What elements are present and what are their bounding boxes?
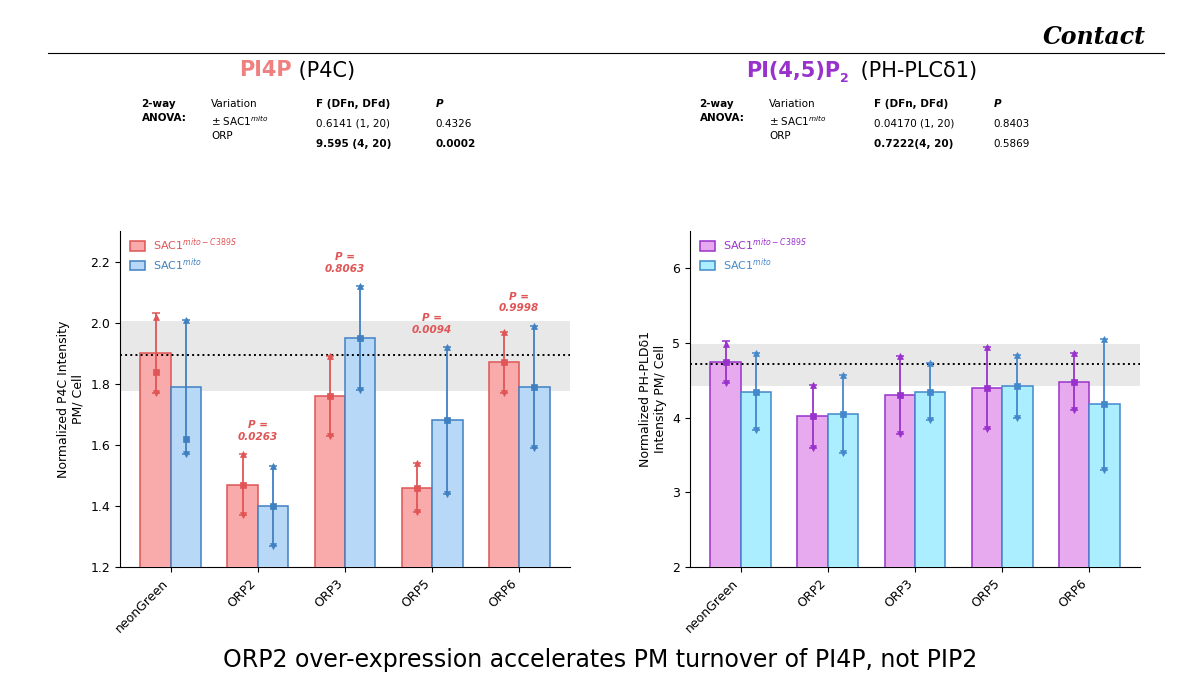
Text: P =
0.0263: P = 0.0263 [238, 420, 278, 442]
Text: F (DFn, DFd): F (DFn, DFd) [874, 99, 948, 109]
Bar [690, 344, 1140, 386]
Text: 9.595 (4, 20): 9.595 (4, 20) [316, 139, 391, 148]
Text: 0.04170 (1, 20): 0.04170 (1, 20) [874, 119, 954, 129]
Bar [170, 387, 202, 700]
Bar [488, 363, 520, 700]
Legend: SAC1$^{mito-C389S}$, SAC1$^{mito}$: SAC1$^{mito-C389S}$, SAC1$^{mito}$ [700, 237, 808, 273]
Bar [120, 321, 570, 391]
Text: 0.6141 (1, 20): 0.6141 (1, 20) [316, 119, 390, 129]
Text: ORP2 over-expression accelerates PM turnover of PI4P, not PIP2: ORP2 over-expression accelerates PM turn… [223, 648, 977, 672]
Text: P: P [436, 99, 443, 109]
Bar [1002, 386, 1032, 700]
Bar [740, 391, 772, 700]
Bar [884, 395, 916, 700]
Text: (P4C): (P4C) [292, 60, 355, 80]
Text: (PH-PLCδ1): (PH-PLCδ1) [854, 60, 978, 80]
Text: 2-way
ANOVA:: 2-way ANOVA: [700, 99, 744, 122]
Bar [828, 414, 858, 700]
Bar [710, 362, 740, 700]
Text: 0.7222(4, 20): 0.7222(4, 20) [874, 139, 953, 148]
Bar [228, 484, 258, 700]
Bar [1090, 404, 1120, 700]
Y-axis label: Normalized P4C Intensity
PM/ Cell: Normalized P4C Intensity PM/ Cell [56, 321, 85, 477]
Bar [520, 387, 550, 700]
Text: P =
0.9998: P = 0.9998 [499, 292, 539, 314]
Bar [258, 506, 288, 700]
Text: Variation
± SAC1$^{mito}$
ORP: Variation ± SAC1$^{mito}$ ORP [769, 99, 827, 141]
Y-axis label: Normalized PH-PLDδ1
Intensity PM/ Cell: Normalized PH-PLDδ1 Intensity PM/ Cell [638, 331, 667, 467]
Text: Variation
± SAC1$^{mito}$
ORP: Variation ± SAC1$^{mito}$ ORP [211, 99, 269, 141]
Bar [798, 416, 828, 700]
Text: F (DFn, DFd): F (DFn, DFd) [316, 99, 390, 109]
Bar [916, 391, 946, 700]
Bar [314, 396, 346, 700]
Text: 0.4326: 0.4326 [436, 119, 472, 129]
Text: 0.8403: 0.8403 [994, 119, 1030, 129]
Text: 0.0002: 0.0002 [436, 139, 476, 148]
Text: Contact: Contact [1043, 25, 1146, 48]
Bar [346, 338, 376, 700]
Bar [1058, 382, 1090, 700]
Text: 0.5869: 0.5869 [994, 139, 1030, 148]
Text: P =
0.8063: P = 0.8063 [325, 252, 365, 274]
Text: 2: 2 [840, 72, 848, 85]
Bar [972, 388, 1002, 700]
Bar [432, 421, 462, 700]
Text: P =
0.0094: P = 0.0094 [412, 314, 452, 335]
Bar [402, 488, 432, 700]
Legend: SAC1$^{mito-C389S}$, SAC1$^{mito}$: SAC1$^{mito-C389S}$, SAC1$^{mito}$ [130, 237, 238, 273]
Text: PI(4,5)P: PI(4,5)P [746, 60, 840, 80]
Bar [140, 354, 170, 700]
Text: PI4P: PI4P [239, 60, 292, 80]
Text: 2-way
ANOVA:: 2-way ANOVA: [142, 99, 186, 122]
Text: P: P [994, 99, 1001, 109]
